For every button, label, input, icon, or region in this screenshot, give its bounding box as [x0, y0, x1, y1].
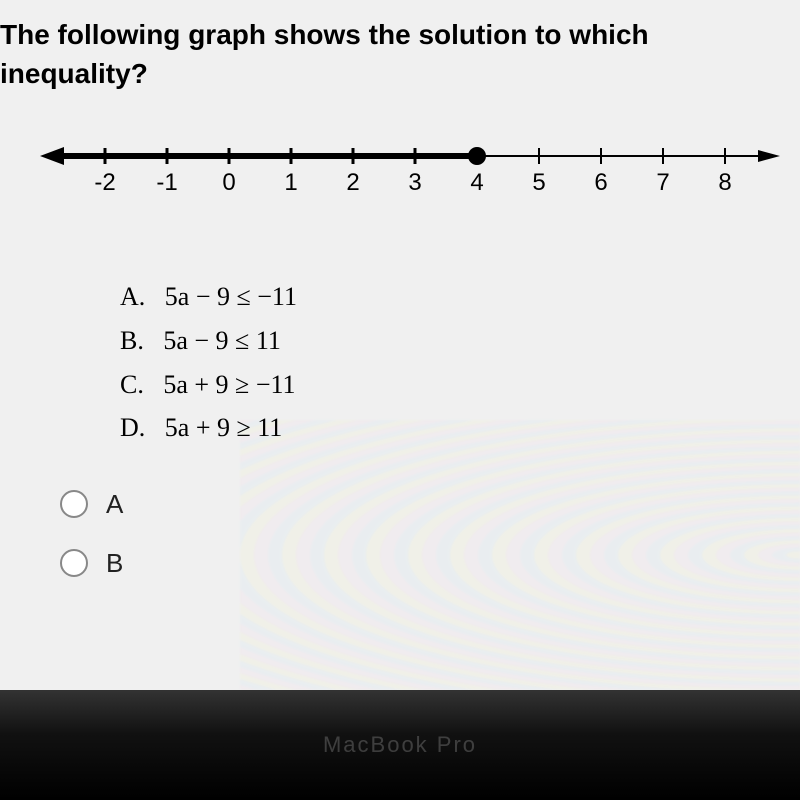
- left-arrow-icon: [40, 147, 64, 165]
- question-line-1: The following graph shows the solution t…: [0, 19, 649, 50]
- option-b-text: B. 5a − 9 ≤ 11: [120, 320, 800, 362]
- number-line: -2 -1 0 1 2 3 4 5 6 7 8: [40, 136, 760, 216]
- tick-labels: -2 -1 0 1 2 3 4 5 6 7 8: [94, 169, 731, 196]
- radio-option-b[interactable]: B: [60, 548, 800, 579]
- tick-label: 8: [718, 169, 731, 196]
- option-c-text: C. 5a + 9 ≥ −11: [120, 364, 800, 406]
- tick-label: 7: [656, 169, 669, 196]
- question-line-2: inequality?: [0, 58, 148, 89]
- radio-icon: [60, 549, 88, 577]
- option-d-text: D. 5a + 9 ≥ 11: [120, 407, 800, 449]
- question-text: The following graph shows the solution t…: [0, 0, 800, 101]
- radio-label-a: A: [106, 489, 123, 520]
- radio-label-b: B: [106, 548, 123, 579]
- option-a-text: A. 5a − 9 ≤ −11: [120, 276, 800, 318]
- tick-label: 2: [346, 169, 359, 196]
- tick-label: 6: [594, 169, 607, 196]
- radio-icon: [60, 490, 88, 518]
- tick-label: 3: [408, 169, 421, 196]
- answer-options: A. 5a − 9 ≤ −11 B. 5a − 9 ≤ 11 C. 5a + 9…: [120, 276, 800, 448]
- tick-label: -1: [156, 169, 177, 196]
- tick-label: 4: [470, 169, 483, 196]
- laptop-bezel: MacBook Pro: [0, 690, 800, 800]
- tick-label: -2: [94, 169, 115, 196]
- radio-answers: A B: [60, 489, 800, 579]
- laptop-brand-text: MacBook Pro: [323, 732, 477, 758]
- tick-label: 0: [222, 169, 235, 196]
- tick-label: 1: [284, 169, 297, 196]
- tick-label: 5: [532, 169, 545, 196]
- closed-dot: [468, 147, 486, 165]
- number-line-svg: -2 -1 0 1 2 3 4 5 6 7 8: [40, 136, 780, 216]
- right-arrow-icon: [758, 150, 780, 162]
- radio-option-a[interactable]: A: [60, 489, 800, 520]
